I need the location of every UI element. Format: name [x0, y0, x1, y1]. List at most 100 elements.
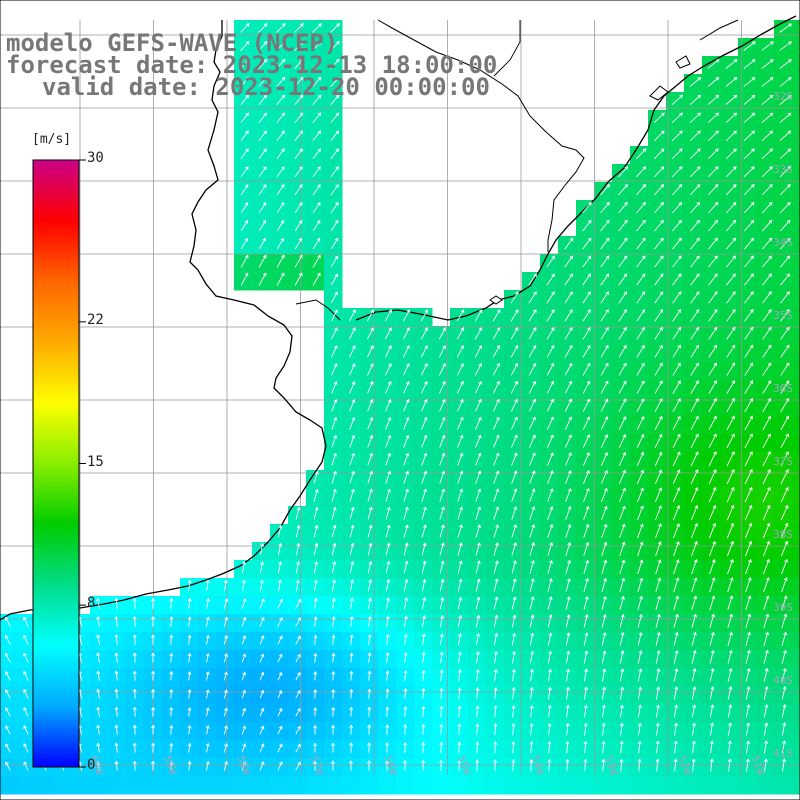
wind-arrow [672, 291, 682, 304]
speed-cell [738, 776, 757, 795]
wind-arrow [762, 451, 771, 467]
wind-arrow [385, 452, 392, 466]
wind-arrow [636, 362, 645, 376]
speed-cell [0, 650, 19, 669]
wind-arrow [367, 470, 373, 484]
wind-arrow [565, 523, 572, 538]
wind-arrow [565, 758, 570, 772]
wind-arrow [403, 560, 409, 574]
wind-arrow [600, 434, 609, 448]
wind-arrow [546, 327, 555, 340]
wind-arrow [349, 560, 355, 574]
wind-arrow [475, 650, 480, 664]
lat-label: 34S [773, 236, 793, 249]
wind-arrow [367, 488, 373, 502]
wind-arrow [708, 362, 717, 376]
wind-arrow [672, 415, 681, 430]
wind-arrow [637, 686, 643, 700]
wind-arrow [420, 309, 429, 322]
wind-arrow [636, 291, 646, 304]
wind-arrow [547, 596, 553, 610]
wind-arrow [348, 309, 356, 322]
wind-arrow [673, 686, 679, 700]
wind-arrow [511, 650, 517, 664]
wind-arrow [600, 362, 609, 376]
wind-arrow [780, 415, 790, 431]
speed-cell [792, 650, 800, 669]
wind-arrow [583, 541, 590, 556]
wind-arrow [349, 345, 356, 358]
wind-arrow [743, 41, 756, 51]
wind-arrow [564, 362, 573, 376]
wind-arrow [259, 761, 265, 771]
wind-arrow [187, 579, 192, 592]
wind-arrow [240, 272, 249, 286]
wind-arrow [654, 487, 663, 503]
wind-arrow [331, 560, 337, 574]
wind-arrow [781, 740, 787, 754]
wind-arrow [205, 689, 210, 699]
wind-arrow [151, 706, 156, 717]
wind-arrow [151, 742, 156, 753]
wind-arrow [240, 130, 249, 142]
wind-arrow [276, 41, 286, 51]
wind-arrow [295, 707, 301, 717]
wind-arrow [672, 451, 681, 467]
wind-arrow [385, 470, 392, 484]
wind-arrow [294, 23, 304, 33]
wind-arrow [708, 237, 718, 250]
wind-arrow [240, 254, 249, 268]
wind-arrow [673, 631, 679, 646]
wind-arrow [763, 722, 769, 736]
wind-arrow [529, 632, 535, 646]
wind-arrow [349, 488, 355, 502]
wind-arrow [385, 597, 391, 610]
wind-arrow [727, 667, 733, 682]
wind-arrow [385, 742, 390, 753]
wind-arrow [779, 94, 792, 105]
wind-arrow [403, 597, 409, 610]
wind-arrow [295, 598, 302, 609]
wind-arrow [187, 742, 192, 753]
wind-arrow [618, 469, 627, 484]
wind-arrow [763, 631, 770, 646]
wind-arrow [492, 398, 500, 412]
wind-arrow [312, 23, 322, 33]
wind-arrow [403, 633, 408, 646]
wind-arrow [439, 506, 445, 520]
wind-arrow [763, 595, 770, 611]
wind-arrow [151, 652, 156, 663]
wind-arrow [331, 706, 336, 717]
wind-arrow [151, 634, 156, 645]
wind-arrow [241, 725, 247, 735]
speed-cell [18, 722, 37, 741]
wind-arrow [546, 380, 555, 394]
speed-cell [792, 38, 800, 57]
wind-arrow [564, 309, 573, 322]
wind-arrow [743, 94, 756, 105]
wind-arrow [547, 488, 554, 502]
wind-arrow [565, 704, 570, 718]
wind-arrow [654, 469, 663, 485]
wind-arrow [295, 617, 302, 627]
wind-arrow [601, 632, 607, 646]
wind-arrow [403, 578, 409, 592]
wind-arrow [653, 112, 665, 124]
wind-arrow [600, 201, 610, 214]
wind-arrow [761, 237, 773, 250]
wind-arrow [780, 344, 790, 358]
wind-arrow [744, 433, 753, 449]
wind-arrow [439, 705, 444, 718]
wind-arrow [564, 327, 573, 340]
wind-arrow [385, 434, 392, 448]
wind-arrow [276, 201, 285, 214]
wind-arrow [600, 184, 610, 196]
speed-cell [216, 776, 235, 795]
wind-arrow [330, 58, 340, 69]
speed-cell [792, 164, 800, 183]
wind-arrow [745, 558, 752, 575]
wind-arrow [672, 237, 682, 250]
wind-arrow [743, 77, 756, 87]
speed-cell [792, 416, 800, 435]
speed-cell [18, 758, 37, 777]
